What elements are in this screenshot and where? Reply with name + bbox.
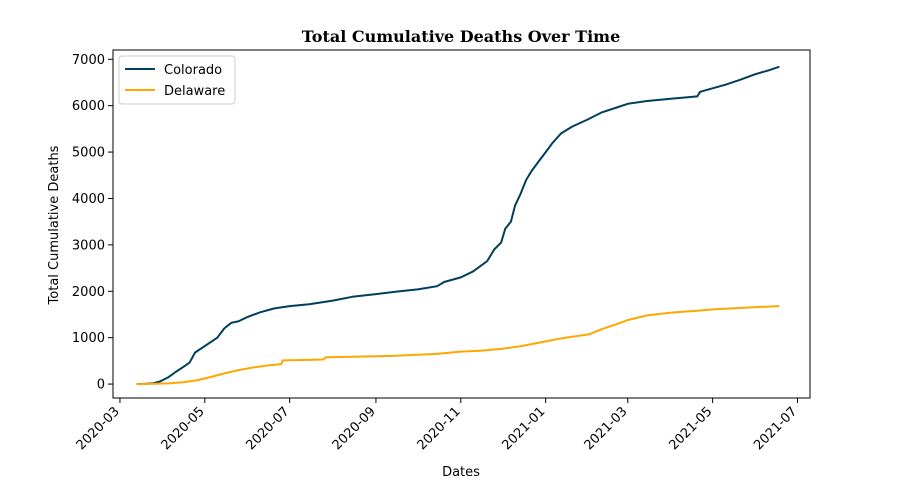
y-tick-label: 3000 [72,238,105,253]
y-tick-label: 6000 [72,99,105,114]
plot-area [113,50,810,398]
x-tick-label: 2020-03 [74,404,123,453]
y-tick-label: 1000 [72,331,105,346]
x-tick-label: 2021-05 [666,404,715,453]
legend-label-delaware: Delaware [164,84,225,99]
x-tick-label: 2021-03 [582,404,631,453]
y-tick-label: 2000 [72,285,105,300]
y-axis-title: Total Cumulative Deaths [47,145,62,305]
x-tick-label: 2020-09 [330,404,379,453]
chart-title: Total Cumulative Deaths Over Time [302,27,621,46]
legend: Colorado Delaware [118,55,236,105]
x-tick-label: 2020-05 [159,404,208,453]
legend-label-colorado: Colorado [164,63,222,78]
series-layer [136,65,780,386]
series-line-colorado [136,65,780,386]
y-tick-label: 0 [97,378,105,393]
x-tick-label: 2021-01 [499,404,548,453]
x-tick-label: 2021-07 [751,404,800,453]
series-line-delaware [136,305,780,386]
x-tick-label: 2020-07 [243,404,292,453]
y-tick-label: 7000 [72,53,105,68]
y-tick-label: 5000 [72,146,105,161]
x-tick-label: 2020-11 [415,404,464,453]
plot-frame [112,49,811,399]
y-tick-label: 4000 [72,192,105,207]
x-axis-title: Dates [442,465,480,480]
